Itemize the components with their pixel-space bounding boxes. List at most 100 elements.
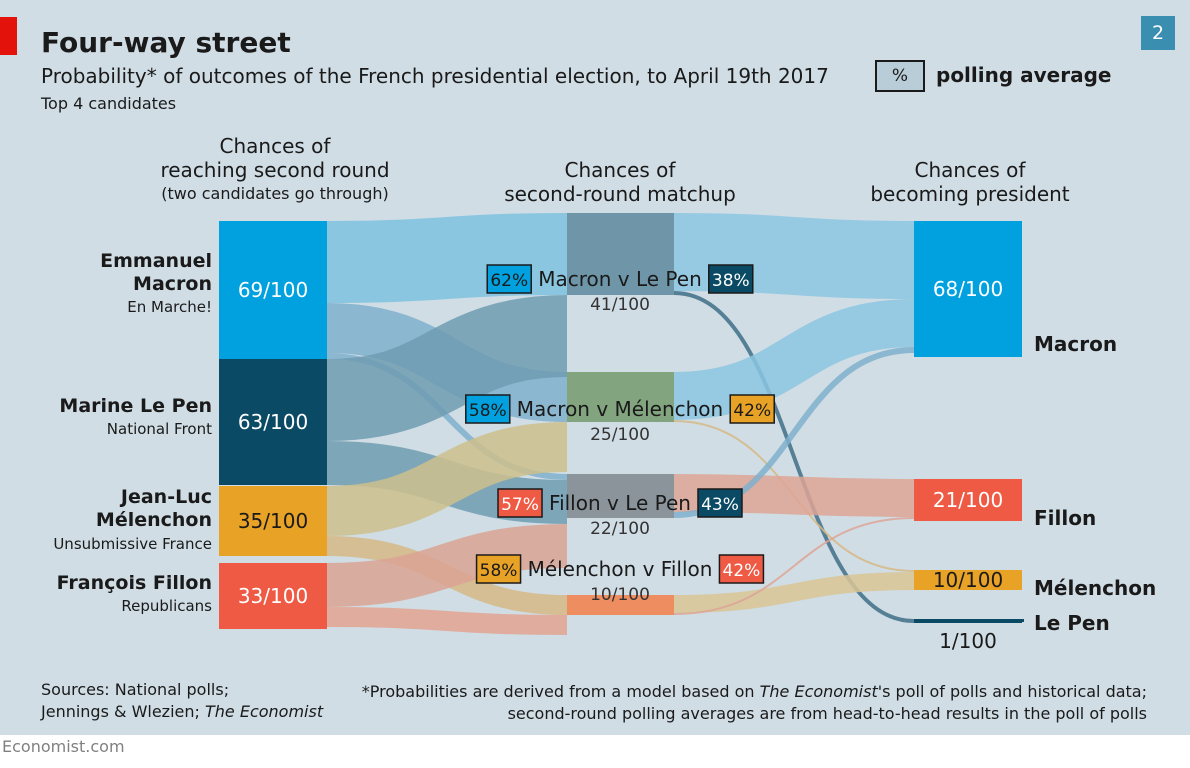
candidate-name-line: Emmanuel <box>100 250 212 272</box>
matchup-bar <box>567 595 674 615</box>
poll-a-label: 57% <box>501 495 539 515</box>
candidate-party-macron: En Marche! <box>127 298 212 316</box>
candidate-name-le-pen: Marine Le Pen <box>59 395 212 417</box>
matchup-to-president-flow <box>673 572 915 613</box>
sources-line1: Sources: National polls; <box>41 680 230 699</box>
winner-name-fillon: Fillon <box>1034 506 1097 530</box>
president-bar <box>914 221 1022 357</box>
candidate-party-fillon: Republicans <box>121 597 212 615</box>
matchup-probability: 25/100 <box>590 425 650 445</box>
candidate-name-line: Mélenchon <box>95 509 212 531</box>
right-header-line2: becoming president <box>870 182 1070 206</box>
chart-subsubtitle: Top 4 candidates <box>41 94 177 113</box>
footnote-part-b: The Economist <box>759 682 878 701</box>
winner-name-macron: Macron <box>1034 332 1118 356</box>
right-column-header: Chances of becoming president <box>840 158 1100 206</box>
poll-b-box <box>697 488 743 518</box>
le-pen-line <box>914 619 1024 622</box>
first-round-label: 69/100 <box>238 278 308 302</box>
middle-header-line1: Chances of <box>564 158 676 182</box>
president-label: 21/100 <box>933 488 1003 512</box>
poll-a-label: 58% <box>480 561 518 581</box>
right-header-line1: Chances of <box>914 158 1026 182</box>
footnote-part-c: 's poll of polls and historical data; se… <box>507 682 1147 723</box>
first-round-bar <box>219 359 327 485</box>
poll-b-label: 38% <box>712 271 750 291</box>
matchup-to-president-flow <box>673 299 915 420</box>
middle-column-header: Chances of second-round matchup <box>480 158 760 206</box>
chart-number-badge: 2 <box>1141 16 1175 50</box>
winner-name-le-pen: Le Pen <box>1034 611 1110 635</box>
sources-line2-italic: The Economist <box>204 702 324 721</box>
matchup-name: Macron v Le Pen <box>538 267 702 291</box>
poll-a-box <box>486 264 532 294</box>
sources-line2-text: Jennings & Wlezien; <box>41 702 205 721</box>
poll-b-label: 43% <box>701 495 739 515</box>
sources-line2: Jennings & Wlezien; The Economist <box>41 701 361 723</box>
matchup-name: Macron v Mélenchon <box>517 397 723 421</box>
first-to-matchup-flow <box>326 524 568 607</box>
candidate-party-le-pen: National Front <box>106 420 212 438</box>
poll-b-box <box>708 264 754 294</box>
poll-b-box <box>718 554 765 584</box>
first-to-matchup-flow <box>326 607 568 635</box>
poll-a-label: 62% <box>490 271 528 291</box>
poll-a-box <box>465 394 511 424</box>
matchup-probability: 10/100 <box>590 585 650 605</box>
label-layer: 69/100 63/100 35/100 33/100 68/100 21/100 10/1… <box>238 264 1003 653</box>
left-column-header: Chances of reaching second round (two ca… <box>150 134 400 206</box>
matchup-name: Fillon v Le Pen <box>549 491 691 515</box>
winner-name-melenchon: Mélenchon <box>1034 576 1157 600</box>
poll-a-box <box>475 554 522 584</box>
left-header-line3: (two candidates go through) <box>161 184 389 203</box>
first-round-label: 33/100 <box>238 584 308 608</box>
candidate-name-fillon: François Fillon <box>56 572 212 594</box>
candidate-party-melenchon: Unsubmissive France <box>53 535 212 553</box>
sources-note: Sources: National polls; Jennings & Wlez… <box>41 679 361 723</box>
matchup-probability: 22/100 <box>590 519 650 539</box>
candidate-name-line: Jean-Luc <box>120 486 212 508</box>
first-round-bar <box>219 486 327 556</box>
matchup-bar <box>567 372 674 422</box>
poll-a-label: 58% <box>469 401 507 421</box>
flow-layer <box>326 213 915 635</box>
footnote: *Probabilities are derived from a model … <box>357 681 1147 725</box>
first-to-matchup-flow <box>326 295 568 441</box>
president-bar <box>914 570 1022 590</box>
president-bar <box>914 479 1022 521</box>
site-credit: Economist.com <box>2 737 125 756</box>
node-layer <box>219 213 1024 629</box>
first-round-bar <box>219 221 327 359</box>
sankey-chart: 69/100 63/100 35/100 33/100 68/100 21/100 10/1… <box>219 213 1024 653</box>
matchup-to-president-flow <box>673 517 915 615</box>
chart-title: Four-way street <box>41 26 291 59</box>
left-header-line1: Chances of <box>219 134 331 158</box>
matchup-to-president-flow <box>673 291 915 623</box>
chart-subtitle: Probability* of outcomes of the French p… <box>41 64 829 88</box>
candidate-name-line: Macron <box>133 273 212 295</box>
legend-label: polling average <box>936 63 1112 87</box>
poll-b-label: 42% <box>723 561 761 581</box>
middle-header-line2: second-round matchup <box>504 182 736 206</box>
brand-red-tag <box>0 17 17 55</box>
first-to-matchup-flow <box>326 213 568 303</box>
matchup-name: Mélenchon v Fillon <box>528 557 713 581</box>
candidate-name-melenchon: Jean-Luc Mélenchon <box>96 486 212 532</box>
first-round-label: 35/100 <box>238 509 308 533</box>
president-label: 68/100 <box>933 277 1003 301</box>
legend-percent-box: % <box>875 60 925 92</box>
first-to-matchup-flow <box>326 422 568 536</box>
matchup-probability: 41/100 <box>590 295 650 315</box>
matchup-bar <box>567 474 674 518</box>
first-round-bar <box>219 563 327 629</box>
matchup-bar <box>567 213 674 295</box>
left-header-line2: reaching second round <box>160 158 390 182</box>
president-label: 10/100 <box>933 568 1003 592</box>
president-label: 1/100 <box>939 629 997 653</box>
poll-a-box <box>497 488 543 518</box>
first-round-label: 63/100 <box>238 410 308 434</box>
candidate-name-macron: Emmanuel Macron <box>100 250 212 296</box>
poll-b-box <box>729 394 775 424</box>
footnote-part-a: *Probabilities are derived from a model … <box>361 682 760 701</box>
matchup-to-president-flow <box>673 213 915 299</box>
